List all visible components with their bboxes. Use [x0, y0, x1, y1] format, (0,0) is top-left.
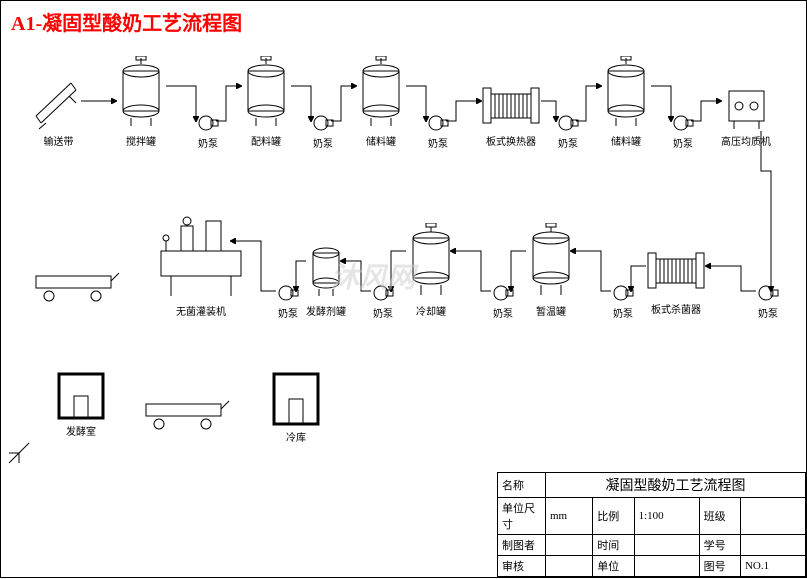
equip-pump-r2-4: 奶泵	[611, 283, 635, 320]
equip-pump-2: 奶泵	[311, 113, 335, 150]
tb-class-value	[740, 498, 805, 535]
equip-pump-r2-1: 奶泵	[276, 283, 300, 320]
lbl: 奶泵	[196, 135, 220, 150]
equip-tank-r2-1: 冷却罐	[406, 223, 456, 318]
equip-pump-3: 奶泵	[426, 113, 450, 150]
lbl: 奶泵	[756, 305, 780, 320]
tb-name-label: 名称	[498, 473, 546, 498]
tb-drawingno-label: 图号	[699, 556, 740, 577]
lbl: 奶泵	[611, 305, 635, 320]
lbl: 板式杀菌器	[646, 301, 706, 316]
equip-plate-1: 板式换热器	[481, 76, 541, 148]
lbl: 储料罐	[601, 133, 651, 148]
lbl: 奶泵	[671, 135, 695, 150]
tb-studentno-value	[740, 535, 805, 556]
tb-dept-value	[634, 556, 699, 577]
lbl: 暂温罐	[526, 303, 576, 318]
equip-room-2: 冷库	[271, 371, 321, 444]
lbl: 高压均质机	[721, 133, 771, 148]
lbl: 储料罐	[356, 133, 406, 148]
lbl: 搅拌罐	[116, 133, 166, 148]
title-block: 名称 凝固型酸奶工艺流程图 单位尺寸 mm 比例 1:100 班级 制图者 时间…	[497, 472, 806, 577]
tb-reviewer-label: 审核	[498, 556, 546, 577]
equip-small-tank: 发酵剂罐	[306, 241, 346, 318]
lbl: 奶泵	[276, 305, 300, 320]
equip-tank-4: 储料罐	[601, 56, 651, 148]
equip-cart-2	[141, 399, 231, 434]
equip-pump-5: 奶泵	[671, 113, 695, 150]
tb-dept-label: 单位	[593, 556, 634, 577]
equip-tank-1: 搅拌罐	[116, 56, 166, 148]
equip-pump-r2-5: 奶泵	[756, 283, 780, 320]
tb-unit-size-value: mm	[546, 498, 593, 535]
tb-drawingno-value: NO.1	[740, 556, 805, 577]
tb-studentno-label: 学号	[699, 535, 740, 556]
equip-pump-r2-2: 奶泵	[371, 283, 395, 320]
tb-scale-value: 1:100	[634, 498, 699, 535]
tb-unit-size-label: 单位尺寸	[498, 498, 546, 535]
equip-homogenizer: 高压均质机	[721, 81, 771, 148]
lbl: 奶泵	[426, 135, 450, 150]
lbl: 配料罐	[241, 133, 291, 148]
crop-mark	[7, 441, 31, 465]
lbl: 板式换热器	[481, 133, 541, 148]
tb-time-label: 时间	[593, 535, 634, 556]
equip-cart-1	[31, 271, 121, 306]
tb-name-value: 凝固型酸奶工艺流程图	[546, 473, 806, 498]
drawing-canvas: A1-凝固型酸奶工艺流程图	[0, 0, 807, 578]
equip-tank-r2-2: 暂温罐	[526, 223, 576, 318]
lbl: 发酵剂罐	[306, 303, 346, 318]
lbl: 奶泵	[556, 135, 580, 150]
tb-author-value	[546, 535, 593, 556]
equip-room-1: 发酵室	[56, 371, 106, 438]
lbl: 冷库	[271, 429, 321, 444]
lbl: 奶泵	[491, 305, 515, 320]
equip-tank-3: 储料罐	[356, 56, 406, 148]
equip-plate-2: 板式杀菌器	[646, 241, 706, 316]
lbl: 发酵室	[56, 423, 106, 438]
equip-conveyor: 输送带	[31, 71, 86, 148]
equip-pump-r2-3: 奶泵	[491, 283, 515, 320]
lbl: 冷却罐	[406, 303, 456, 318]
lbl: 无菌灌装机	[151, 303, 251, 318]
equip-pump-4: 奶泵	[556, 113, 580, 150]
equip-pump-1: 奶泵	[196, 113, 220, 150]
lbl: 奶泵	[311, 135, 335, 150]
tb-reviewer-value	[546, 556, 593, 577]
tb-class-label: 班级	[699, 498, 740, 535]
equip-tank-2: 配料罐	[241, 56, 291, 148]
equip-filler: 无菌灌装机	[151, 211, 251, 318]
tb-time-value	[634, 535, 699, 556]
lbl: 奶泵	[371, 305, 395, 320]
tb-scale-label: 比例	[593, 498, 634, 535]
lbl: 输送带	[31, 133, 86, 148]
tb-author-label: 制图者	[498, 535, 546, 556]
